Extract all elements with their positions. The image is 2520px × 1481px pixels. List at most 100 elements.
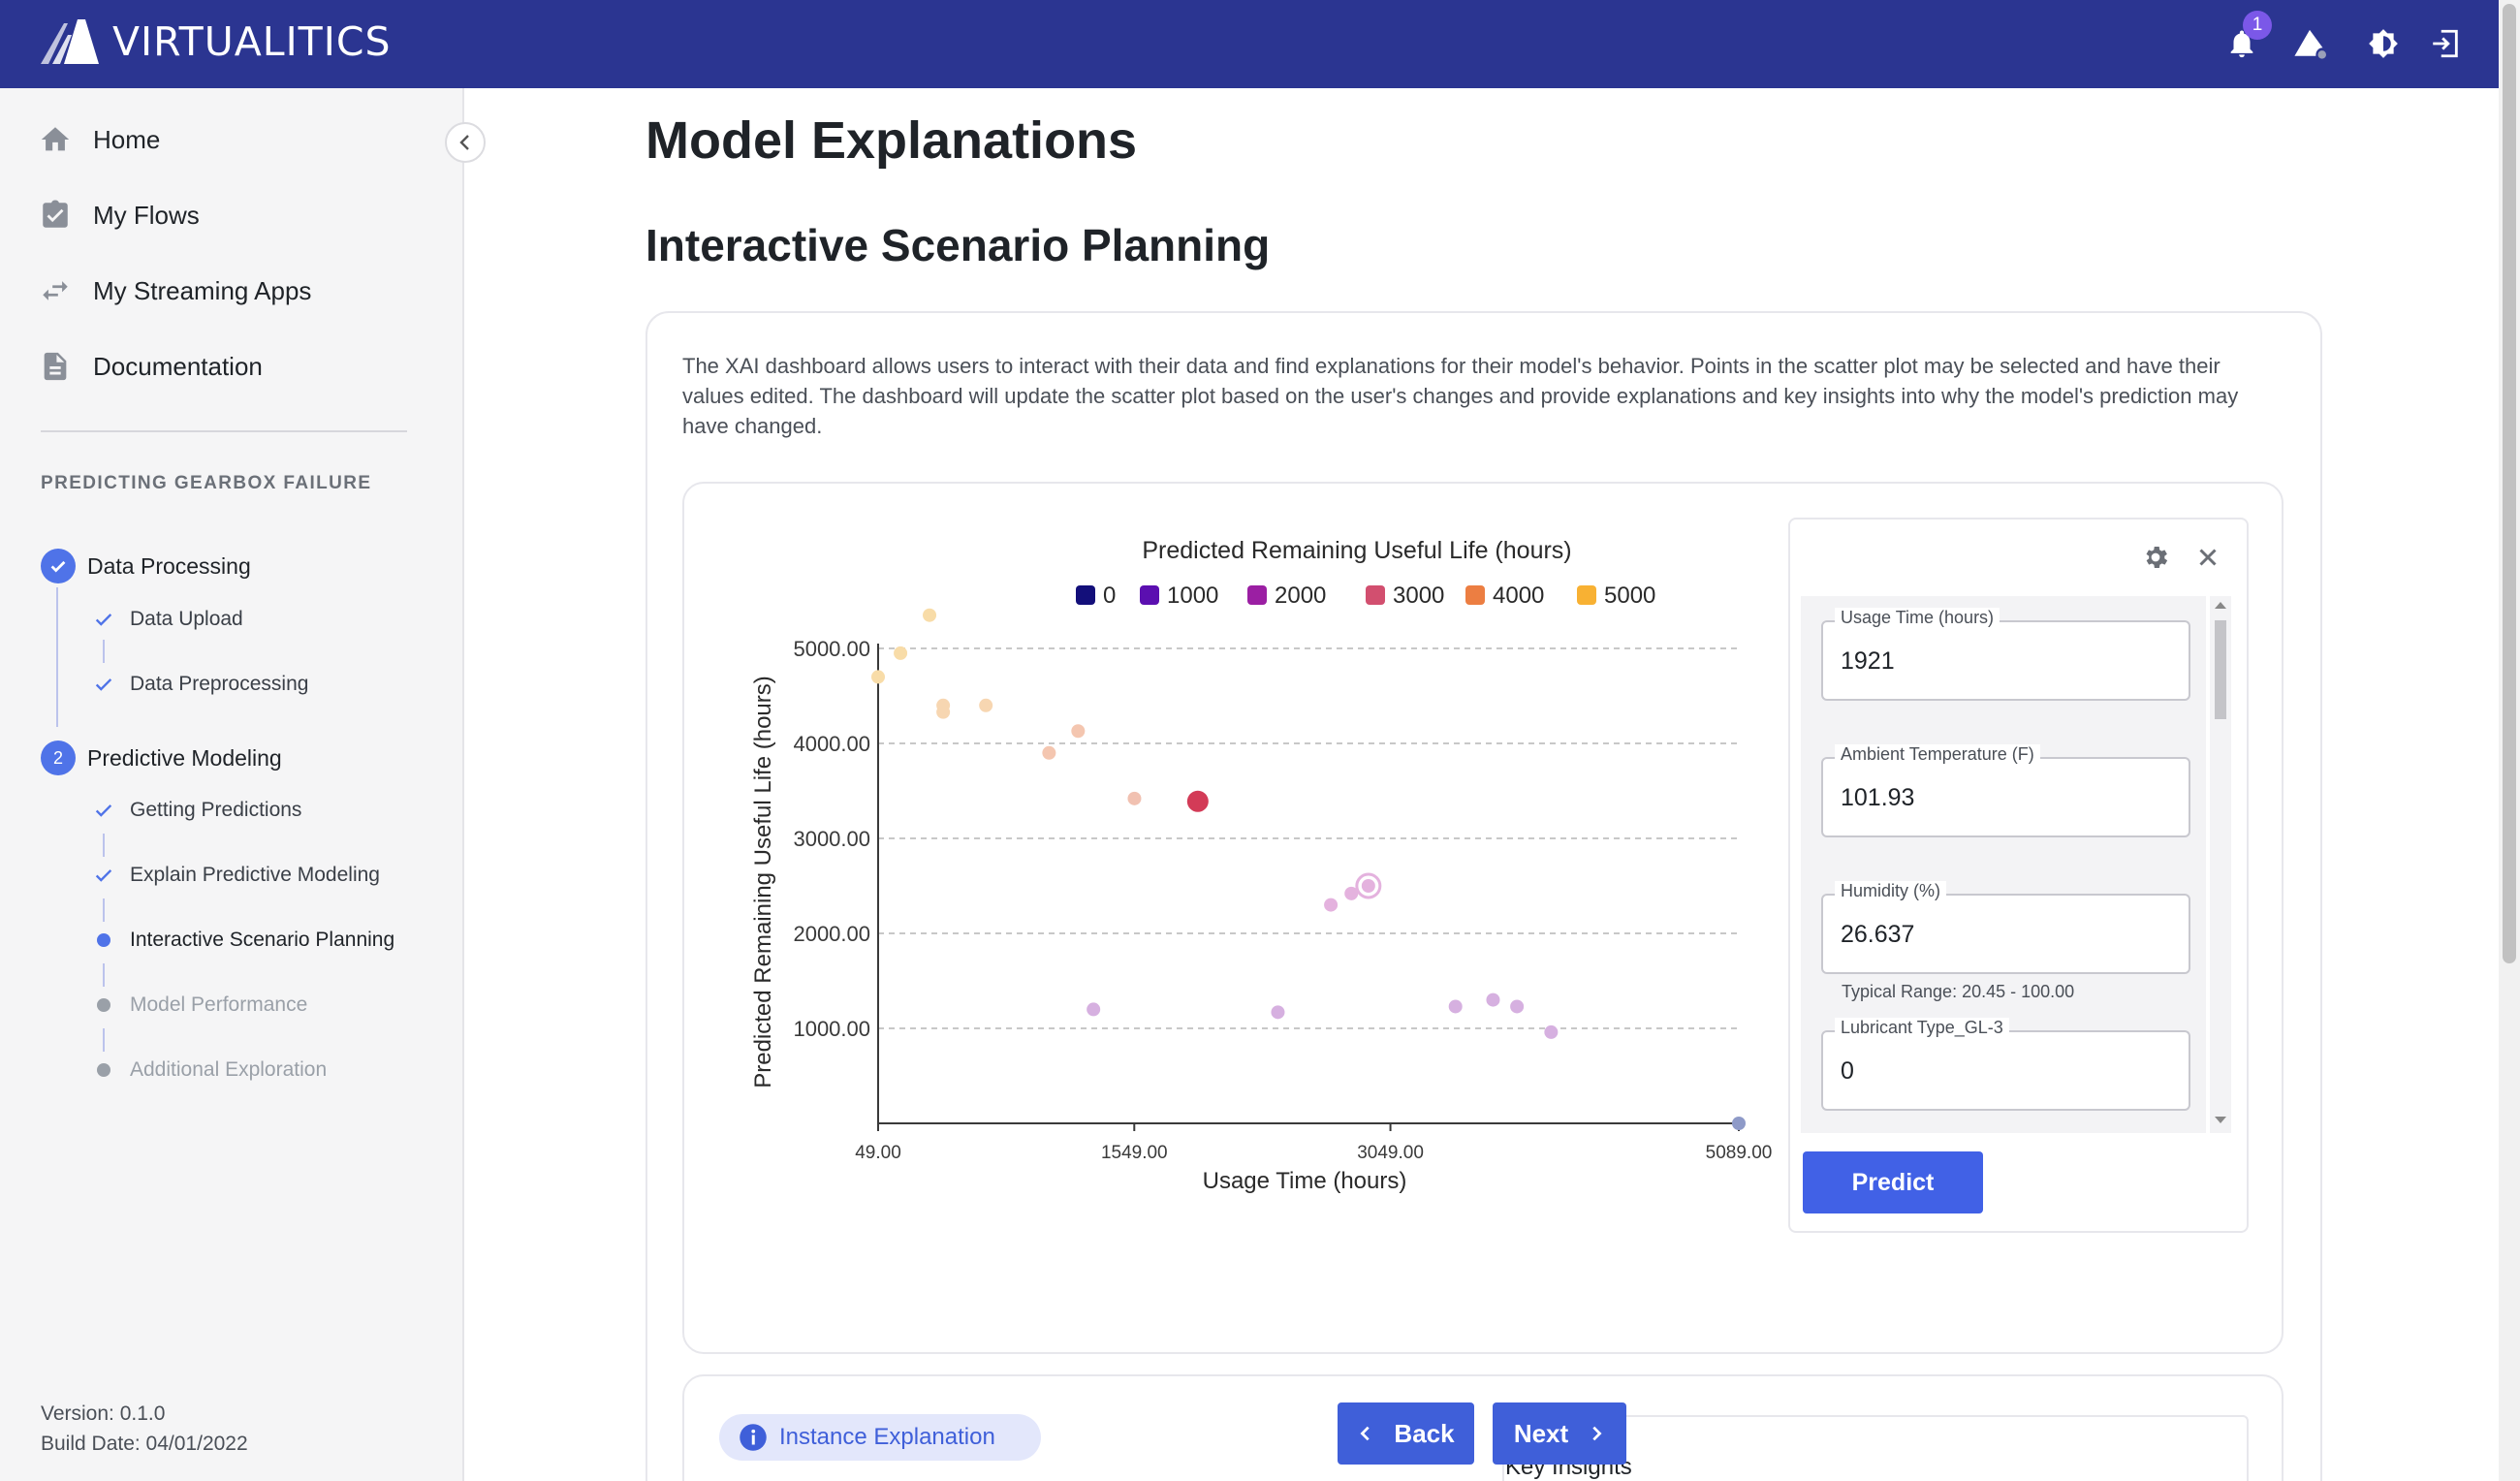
chart-legend: 0 1000 2000 3000 4000 5000 [1076, 583, 1655, 609]
sidebar-item-my-flows[interactable]: My Flows [39, 191, 200, 239]
legend-label: 4000 [1493, 583, 1544, 609]
notifications-button[interactable] [2220, 21, 2264, 66]
fields-scrollbar-track[interactable] [2210, 596, 2231, 1133]
predict-button[interactable]: Predict [1803, 1151, 1983, 1213]
back-button-label: Back [1394, 1418, 1455, 1448]
pending-step-dot [97, 1063, 110, 1077]
data-point[interactable] [1486, 993, 1500, 1007]
x-axis-label: Usage Time (hours) [1203, 1168, 1407, 1194]
legend-label: 0 [1103, 583, 1116, 609]
scatter-plot[interactable]: Predicted Remaining Useful Life (hours) … [698, 514, 1793, 1212]
substep-label: Model Performance [130, 993, 308, 1016]
legend-swatch [1247, 585, 1267, 605]
data-point[interactable] [1071, 724, 1086, 739]
humidity-input[interactable] [1841, 917, 2170, 952]
chart-title: Predicted Remaining Useful Life (hours) [1142, 537, 1571, 564]
data-point[interactable] [1510, 999, 1525, 1014]
usage-time-input[interactable] [1841, 644, 2170, 678]
data-point[interactable] [1361, 879, 1375, 893]
sidebar-item-label: Home [93, 124, 161, 154]
back-button[interactable]: Back [1338, 1402, 1474, 1465]
step-number-badge: 2 [41, 740, 76, 775]
instance-explanation-chip[interactable]: Instance Explanation [719, 1414, 1041, 1461]
data-point[interactable] [894, 646, 908, 660]
account-alert-button[interactable] [2287, 21, 2332, 66]
substep-label: Getting Predictions [130, 799, 302, 821]
substep-label: Data Preprocessing [130, 673, 309, 695]
substep-data-upload[interactable]: Data Upload [93, 603, 243, 636]
sidebar-item-my-streaming-apps[interactable]: My Streaming Apps [39, 267, 311, 315]
x-tick-label: 49.00 [855, 1143, 901, 1163]
substep-label: Explain Predictive Modeling [130, 864, 380, 886]
logout-icon [2433, 29, 2458, 58]
ambient-temperature-field[interactable] [1821, 757, 2190, 837]
theme-toggle-button[interactable] [2361, 21, 2406, 66]
settings-button[interactable] [2138, 540, 2173, 575]
data-point[interactable] [871, 670, 885, 684]
x-tick-label: 1549.00 [1101, 1143, 1168, 1163]
humidity-field[interactable] [1821, 894, 2190, 974]
data-point[interactable] [923, 608, 937, 622]
data-point[interactable] [936, 705, 951, 719]
close-panel-button[interactable] [2190, 540, 2225, 575]
chevron-right-icon [1592, 1426, 1602, 1441]
scroll-down-arrow-icon[interactable] [2215, 1117, 2226, 1123]
data-point[interactable] [1448, 999, 1463, 1014]
y-tick-label: 3000.00 [793, 827, 870, 851]
brand-logo[interactable]: VIRTUALITICS [39, 17, 391, 66]
data-point[interactable] [1087, 1002, 1101, 1017]
scroll-up-arrow-icon[interactable] [2215, 602, 2226, 609]
data-point[interactable] [1324, 898, 1339, 912]
lubricant-type-input[interactable] [1841, 1054, 2170, 1088]
usage-time-label: Usage Time (hours) [1835, 608, 2000, 627]
data-point[interactable] [1127, 791, 1142, 805]
legend-item: 1000 [1140, 583, 1218, 609]
substep-model-performance[interactable]: Model Performance [93, 989, 307, 1022]
legend-label: 5000 [1604, 583, 1655, 609]
step-title-predictive-modeling[interactable]: Predictive Modeling [87, 745, 282, 771]
substep-interactive-scenario-planning[interactable]: Interactive Scenario Planning [93, 924, 394, 957]
data-point[interactable] [1042, 745, 1056, 760]
substep-getting-predictions[interactable]: Getting Predictions [93, 794, 301, 827]
substep-data-preprocessing[interactable]: Data Preprocessing [93, 668, 308, 701]
lubricant-type-field[interactable] [1821, 1030, 2190, 1111]
legend-item: 0 [1076, 583, 1116, 609]
sidebar-item-documentation[interactable]: Documentation [39, 342, 263, 391]
step-title-data-processing[interactable]: Data Processing [87, 553, 251, 579]
legend-swatch [1076, 585, 1095, 605]
y-tick-label: 5000.00 [793, 637, 870, 661]
usage-time-field[interactable] [1821, 620, 2190, 701]
data-point[interactable] [1544, 1024, 1559, 1039]
data-point[interactable] [979, 698, 993, 712]
current-step-dot [97, 933, 110, 947]
data-point[interactable] [1344, 886, 1359, 900]
data-point[interactable] [1271, 1005, 1285, 1020]
check-icon [95, 804, 112, 817]
scatter-points[interactable] [871, 608, 1746, 1130]
account-alert-icon [2294, 29, 2326, 59]
substep-explain-predictive-modeling[interactable]: Explain Predictive Modeling [93, 859, 380, 892]
substep-label: Additional Exploration [130, 1058, 328, 1081]
substep-additional-exploration[interactable]: Additional Exploration [93, 1054, 327, 1087]
chevron-left-icon [459, 135, 469, 150]
substep-label: Interactive Scenario Planning [130, 929, 395, 951]
sidebar-item-label: Documentation [93, 351, 263, 381]
ambient-temperature-input[interactable] [1841, 780, 2170, 815]
bell-icon [2230, 30, 2253, 58]
sidebar-divider [41, 430, 407, 432]
y-axis-ticks: 1000.00 2000.00 3000.00 4000.00 5000.00 [793, 637, 870, 1041]
sidebar-item-home[interactable]: Home [39, 115, 160, 164]
y-tick-label: 1000.00 [793, 1017, 870, 1041]
humidity-label: Humidity (%) [1835, 881, 1947, 900]
data-point[interactable] [1732, 1117, 1746, 1130]
next-button[interactable]: Next [1493, 1402, 1626, 1465]
step-connector [56, 587, 58, 727]
chart-gridlines [878, 647, 1739, 1029]
page-scrollbar-thumb[interactable] [2503, 4, 2516, 963]
fields-scrollbar-thumb[interactable] [2215, 620, 2226, 719]
sidebar-collapse-button[interactable] [445, 122, 486, 163]
document-icon [44, 352, 67, 381]
selected-data-point[interactable] [1186, 790, 1209, 812]
logo-mark-icon [41, 19, 99, 64]
logout-button[interactable] [2423, 21, 2468, 66]
